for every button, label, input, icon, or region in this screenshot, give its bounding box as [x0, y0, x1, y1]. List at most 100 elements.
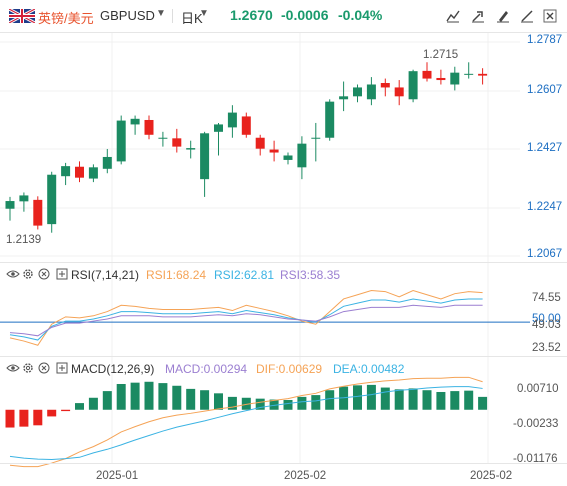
x-tick-2: 2025-02	[470, 470, 513, 482]
macd-bar	[464, 390, 474, 410]
candle-body	[269, 149, 279, 153]
candle-body	[464, 73, 474, 75]
period-dropdown-icon[interactable]: ▼	[199, 8, 209, 19]
uk-flag-icon	[9, 9, 35, 23]
y-tick-macd-0: 0.00710	[517, 383, 559, 395]
macd-bar	[61, 409, 71, 412]
period-select[interactable]: 日K	[181, 11, 203, 26]
toolbar-divider	[172, 9, 173, 23]
macd-settings-icon[interactable]	[22, 362, 34, 374]
last-price: 1.2670	[230, 7, 273, 23]
pen-icon[interactable]	[494, 7, 512, 25]
candle-body	[339, 96, 349, 100]
rsi2-value: RSI2:62.81	[214, 268, 275, 282]
candle-body	[75, 166, 84, 178]
candle-body	[436, 77, 446, 81]
rsi-close-icon[interactable]	[38, 268, 50, 280]
macd-line-dea	[9, 386, 483, 461]
candle-body	[297, 143, 307, 168]
candle-body	[366, 84, 376, 100]
macd-bar	[144, 381, 154, 410]
rsi-line-rsi3	[9, 304, 483, 337]
rsi1-value: RSI1:68.24	[146, 268, 207, 282]
y-tick-rsi-3: 23.52	[532, 342, 561, 354]
macd-value: MACD:0.00294	[165, 362, 248, 376]
y-tick-rsi-0: 74.55	[532, 292, 561, 304]
macd-bar	[241, 397, 251, 410]
candle-body	[255, 137, 265, 149]
macd-bar	[408, 388, 418, 410]
candle-body	[311, 137, 321, 139]
dif-value: DIF:0.00629	[256, 362, 323, 376]
candle-body	[172, 138, 182, 147]
macd-bar	[47, 409, 57, 417]
price-change-pct: -0.04%	[338, 7, 383, 23]
macd-bar	[422, 390, 432, 410]
macd-bar	[478, 396, 488, 410]
macd-bar	[130, 382, 140, 410]
toolbar-separator	[0, 32, 567, 33]
macd-bar	[19, 409, 29, 427]
pair-code[interactable]: GBPUSD	[100, 8, 155, 23]
candle-body	[19, 195, 29, 202]
candle-body	[33, 199, 43, 226]
rsi-expand-icon[interactable]	[56, 268, 68, 280]
macd-bar	[366, 384, 376, 410]
macd-name: MACD(12,26,9)	[71, 362, 155, 376]
macd-bar	[394, 389, 404, 410]
candle-body	[116, 120, 126, 162]
candle-body	[422, 70, 432, 79]
more-tools-icon[interactable]	[518, 7, 536, 25]
pair-dropdown-icon[interactable]: ▼	[156, 8, 166, 19]
dea-value: DEA:0.00482	[333, 362, 405, 376]
candle-body	[227, 112, 237, 128]
rsi-visibility-icon[interactable]	[6, 269, 20, 279]
low-price-label: 1.2139	[6, 234, 42, 246]
candle-body	[130, 118, 140, 125]
candle-body	[394, 87, 404, 97]
macd-bar	[227, 396, 237, 410]
macd-bar	[353, 385, 362, 410]
pair-name-cn[interactable]: 英镑/美元	[38, 11, 94, 26]
y-tick-main-1: 1.2607	[527, 84, 563, 96]
x-tick-1: 2025-02	[284, 470, 327, 482]
macd-bar	[255, 398, 265, 410]
price-change: -0.0006	[281, 7, 329, 23]
rsi-name: RSI(7,14,21)	[71, 268, 140, 282]
macd-close-icon[interactable]	[38, 362, 50, 374]
close-icon[interactable]	[541, 7, 559, 25]
macd-bar	[158, 383, 168, 410]
macd-bar	[380, 387, 390, 410]
candle-body	[5, 201, 15, 209]
macd-bar	[269, 399, 279, 410]
macd-visibility-icon[interactable]	[6, 363, 20, 373]
candle-body	[144, 119, 154, 135]
fullscreen-icon[interactable]	[469, 7, 487, 25]
candle-body	[380, 83, 390, 88]
y-tick-macd-1: -0.00233	[513, 418, 559, 430]
candle-body	[200, 133, 210, 180]
candle-body	[102, 156, 112, 169]
macd-bar	[116, 383, 126, 410]
candle-body	[478, 73, 488, 76]
macd-bar	[33, 409, 43, 426]
macd-bar	[102, 391, 112, 410]
macd-bar	[297, 396, 307, 410]
macd-expand-icon[interactable]	[56, 362, 68, 374]
y-tick-rsi-2: 49.03	[532, 319, 561, 331]
x-tick-0: 2025-01	[96, 470, 139, 482]
rsi-line-rsi1	[9, 289, 483, 346]
candle-body	[88, 167, 98, 179]
macd-bar	[5, 409, 15, 428]
candle-body	[186, 148, 196, 150]
candle-body	[47, 174, 57, 225]
candle-body	[241, 116, 251, 135]
rsi-settings-icon[interactable]	[22, 268, 34, 280]
candle-body	[408, 71, 418, 100]
candle-body	[450, 72, 460, 85]
y-tick-main-2: 1.2427	[527, 142, 563, 154]
x-axis-separator	[0, 463, 567, 464]
macd-bar	[186, 388, 196, 410]
draw-line-icon[interactable]	[444, 7, 462, 25]
